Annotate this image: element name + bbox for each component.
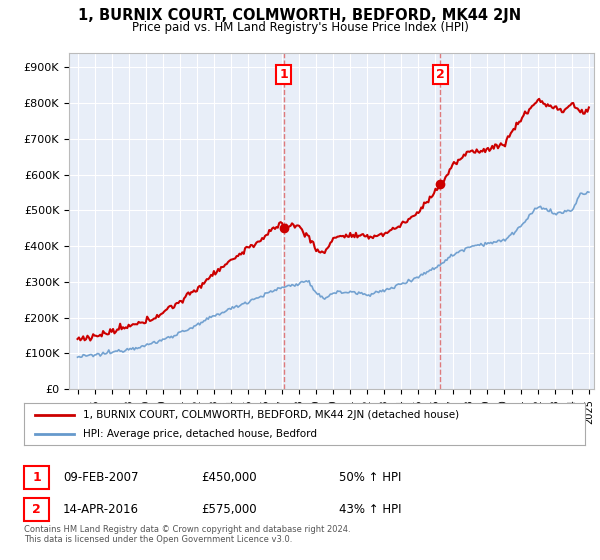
Text: £575,000: £575,000 [201,503,257,516]
Text: 1: 1 [32,471,41,484]
Text: 1, BURNIX COURT, COLMWORTH, BEDFORD, MK44 2JN (detached house): 1, BURNIX COURT, COLMWORTH, BEDFORD, MK4… [83,409,459,419]
Text: 50% ↑ HPI: 50% ↑ HPI [339,471,401,484]
Text: 09-FEB-2007: 09-FEB-2007 [63,471,139,484]
Text: £450,000: £450,000 [201,471,257,484]
Text: 2: 2 [436,68,445,81]
Text: 1: 1 [280,68,289,81]
Text: 1, BURNIX COURT, COLMWORTH, BEDFORD, MK44 2JN: 1, BURNIX COURT, COLMWORTH, BEDFORD, MK4… [79,8,521,24]
Text: HPI: Average price, detached house, Bedford: HPI: Average price, detached house, Bedf… [83,429,317,439]
Text: Contains HM Land Registry data © Crown copyright and database right 2024.
This d: Contains HM Land Registry data © Crown c… [24,525,350,544]
Text: 2: 2 [32,503,41,516]
Text: 43% ↑ HPI: 43% ↑ HPI [339,503,401,516]
Text: 14-APR-2016: 14-APR-2016 [63,503,139,516]
Text: Price paid vs. HM Land Registry's House Price Index (HPI): Price paid vs. HM Land Registry's House … [131,21,469,34]
